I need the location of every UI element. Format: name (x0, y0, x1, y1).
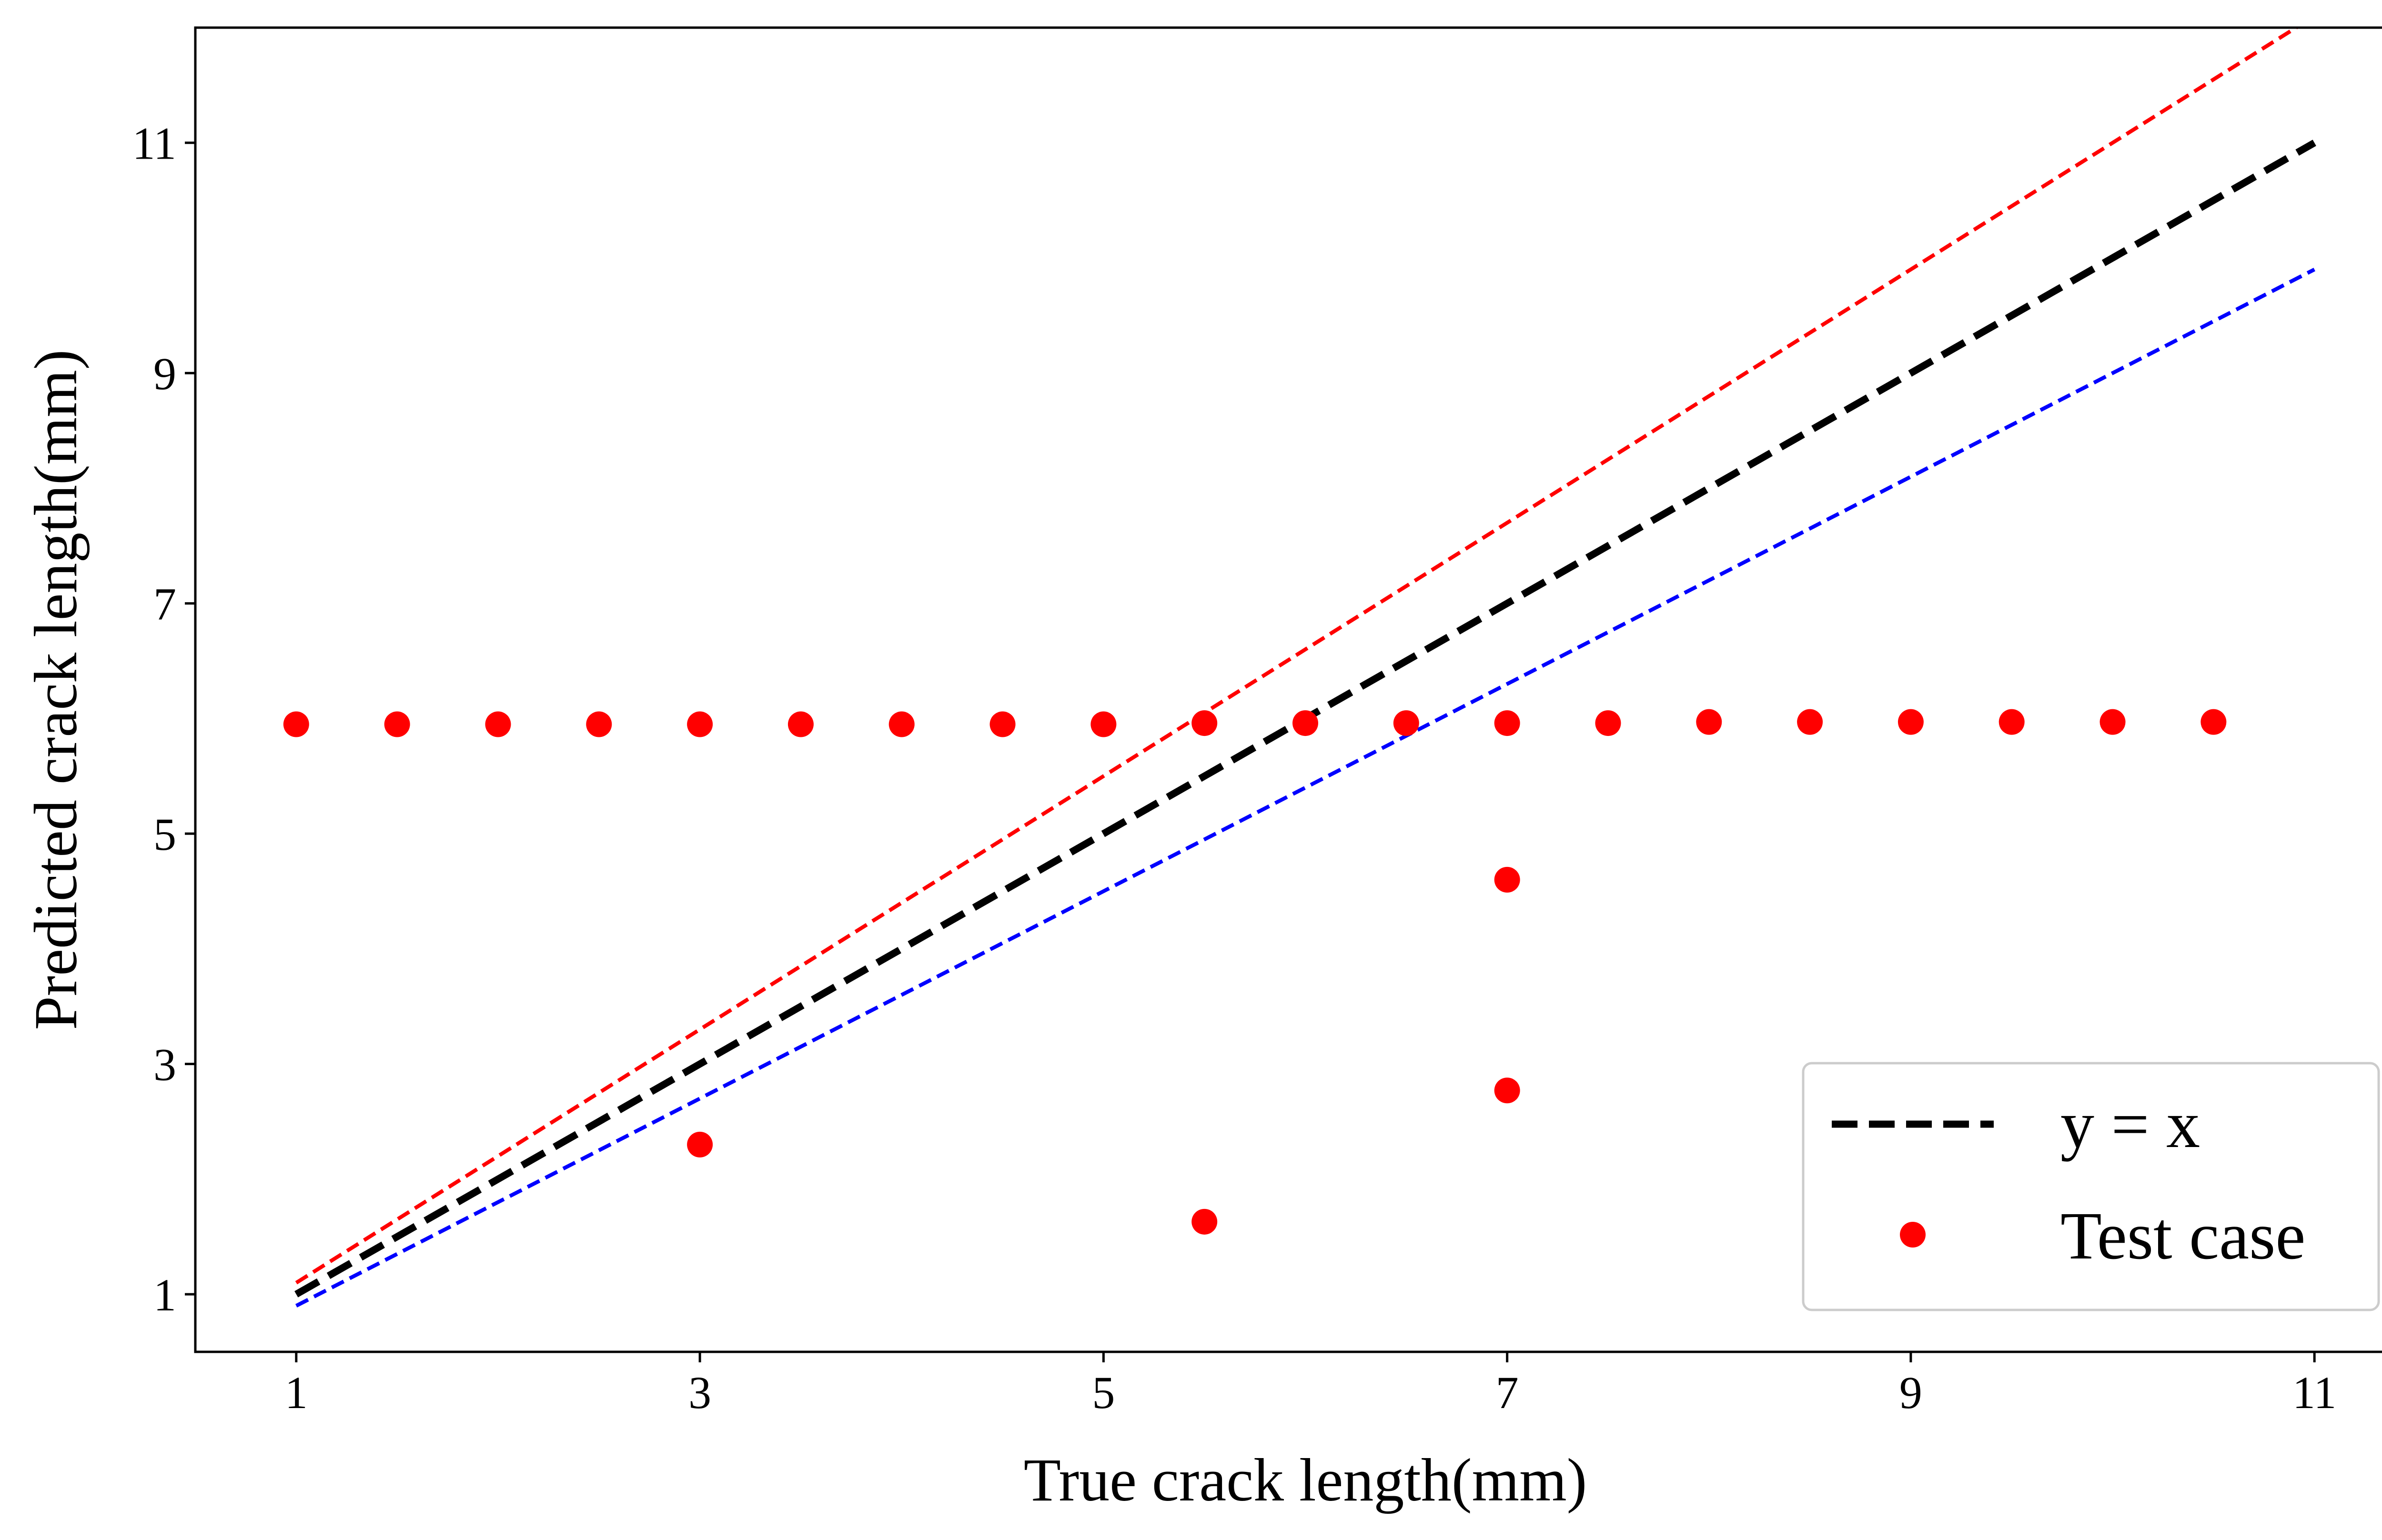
lower-bound-line (295, 268, 2316, 1308)
test-case-point (1494, 710, 1520, 736)
x-axis: 1 3 5 7 9 11 (285, 1352, 2336, 1418)
legend-label-line: y = x (2060, 1087, 2200, 1162)
y-axis: 1 3 5 7 9 11 (132, 118, 195, 1320)
test-case-point (1393, 710, 1419, 736)
legend-point-swatch (1900, 1222, 1926, 1248)
y-tick-label: 9 (153, 348, 176, 399)
y-tick-label: 3 (153, 1039, 176, 1090)
test-case-point (1797, 709, 1823, 735)
x-axis-label: True crack length(mm) (1024, 1446, 1587, 1514)
test-case-point (485, 711, 511, 737)
legend-label-points: Test case (2060, 1198, 2305, 1273)
test-case-point (2099, 709, 2126, 735)
test-case-point (1494, 1077, 1520, 1104)
test-case-point (888, 711, 915, 737)
test-case-point (687, 711, 713, 737)
test-case-point (586, 711, 612, 737)
legend: y = x Test case (1802, 1062, 2380, 1311)
x-tick-label: 1 (285, 1367, 308, 1418)
test-case-point (1090, 711, 1117, 737)
test-case-point (1898, 709, 1924, 735)
series-layer (283, 28, 2316, 1308)
y-tick-label: 5 (153, 809, 176, 860)
plot-area (194, 26, 2382, 1353)
x-tick-label: 5 (1092, 1367, 1115, 1418)
test-case-point (989, 711, 1016, 737)
x-tick-label: 3 (688, 1367, 711, 1418)
test-case-point (1595, 710, 1621, 736)
test-case-point (687, 1131, 713, 1158)
x-tick-label: 7 (1496, 1367, 1519, 1418)
test-case-point (1494, 866, 1520, 893)
x-tick-label: 11 (2292, 1367, 2336, 1418)
test-case-point (1998, 709, 2025, 735)
test-case-point (1191, 710, 1218, 736)
test-case-point (787, 711, 814, 737)
test-case-point (1292, 710, 1318, 736)
axes-frame (194, 26, 2382, 1353)
x-tick-label: 9 (1899, 1367, 1922, 1418)
test-case-point (283, 711, 309, 737)
test-case-point (384, 711, 410, 737)
y-axis-label: Predicted crack length(mm) (22, 350, 90, 1030)
y-tick-label: 7 (153, 579, 176, 630)
y-tick-label: 1 (153, 1269, 176, 1320)
test-case-point (1191, 1208, 1218, 1235)
test-case-point (2200, 709, 2227, 735)
y-tick-label: 11 (132, 118, 176, 169)
test-case-point (1696, 709, 1722, 735)
upper-bound-line (295, 28, 2300, 1285)
